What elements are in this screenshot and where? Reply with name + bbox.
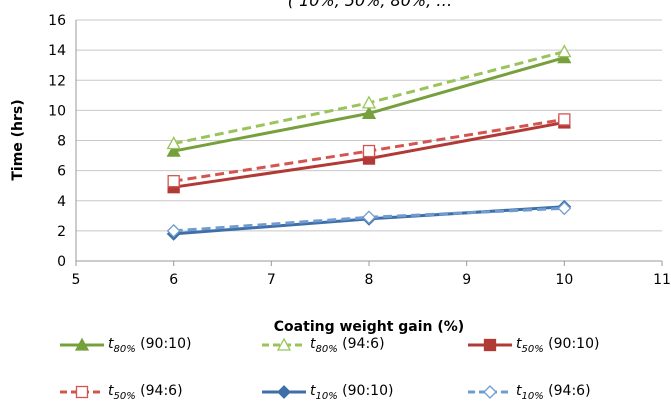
legend-swatch <box>262 385 306 400</box>
legend-item: t50% (90:10) <box>468 336 599 355</box>
legend-label: t50% (90:10) <box>516 336 600 355</box>
x-tick-label: 10 <box>555 272 573 288</box>
legend-marker <box>483 385 497 400</box>
y-tick-label: 14 <box>48 43 66 59</box>
chart-title-fragment: ( 10%, 50%, 80%, … <box>288 0 453 10</box>
data-point <box>361 106 377 120</box>
x-tick-label: 5 <box>72 272 81 288</box>
legend-marker <box>483 339 497 352</box>
legend-label: t80% (94:6) <box>310 336 385 355</box>
legend-swatch <box>468 385 512 400</box>
x-axis-label: Coating weight gain (%) <box>274 319 464 335</box>
data-point <box>362 210 376 225</box>
x-tick-label: 7 <box>267 272 276 288</box>
legend-item: t10% (94:6) <box>468 383 591 402</box>
legend-item: t50% (94:6) <box>60 383 183 402</box>
x-tick-label: 9 <box>462 272 471 288</box>
y-tick-label: 0 <box>57 254 66 270</box>
legend-label: t10% (94:6) <box>516 383 591 402</box>
legend-marker <box>75 386 89 399</box>
y-tick-label: 4 <box>57 194 66 210</box>
legend-marker <box>277 385 291 400</box>
y-tick-label: 12 <box>48 73 66 89</box>
data-point <box>557 44 572 58</box>
legend-label: t50% (94:6) <box>108 383 183 402</box>
x-tick-label: 11 <box>653 272 671 288</box>
data-point <box>557 201 572 216</box>
y-tick-label: 8 <box>57 134 66 150</box>
data-point <box>362 144 376 158</box>
y-tick-label: 10 <box>48 103 66 119</box>
legend-label: t10% (90:10) <box>310 383 394 402</box>
y-tick-label: 6 <box>57 164 66 180</box>
y-tick-label: 2 <box>57 224 66 240</box>
data-point <box>361 95 377 109</box>
data-point <box>166 223 181 238</box>
legend-item: t10% (90:10) <box>262 383 393 402</box>
legend-item: t80% (94:6) <box>262 336 385 355</box>
x-tick-label: 8 <box>365 272 374 288</box>
y-tick-label: 16 <box>48 13 66 29</box>
y-axis-label: Time (hrs) <box>10 99 26 180</box>
legend-item: t80% (90:10) <box>60 336 191 355</box>
legend-label: t80% (90:10) <box>108 336 192 355</box>
legend-marker <box>74 338 90 352</box>
data-point <box>167 175 180 188</box>
legend-swatch <box>468 339 512 352</box>
data-point <box>558 113 571 126</box>
x-tick-label: 6 <box>169 272 178 288</box>
data-point <box>166 143 181 157</box>
legend-swatch <box>262 338 306 352</box>
series-line <box>173 206 565 233</box>
legend-marker <box>276 338 292 352</box>
legend-swatch <box>60 386 104 399</box>
data-point <box>166 136 181 150</box>
legend-swatch <box>60 338 104 352</box>
